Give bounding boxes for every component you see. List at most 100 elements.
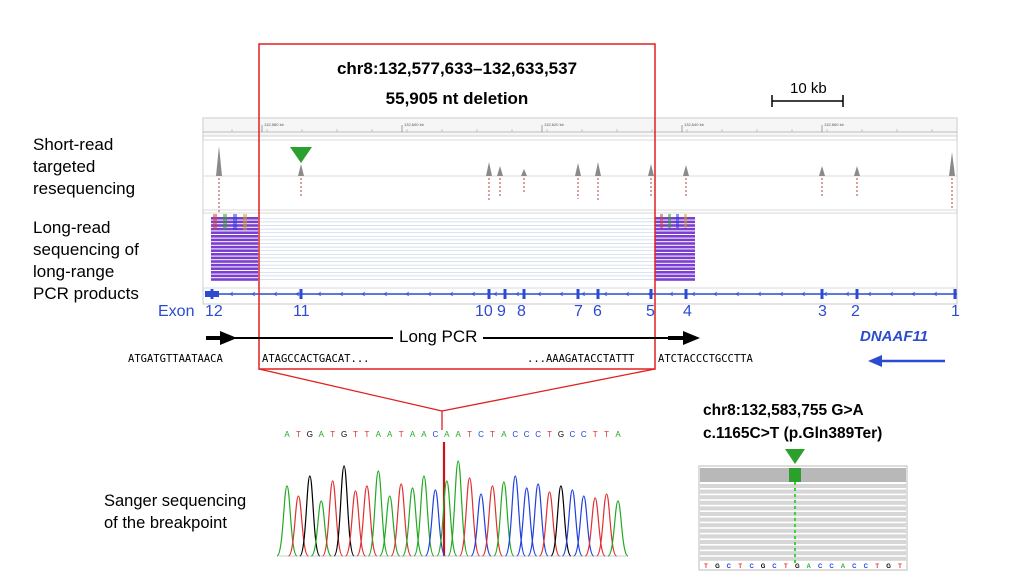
long-read-right [655, 249, 695, 252]
sequence-right-inner: ...AAAGATACCTATTT [527, 353, 635, 365]
sequence-left-inner: ATAGCCACTGACAT... [262, 353, 370, 365]
sanger-base: T [399, 430, 404, 439]
read-mismatch [684, 214, 687, 228]
coverage-peaks [216, 146, 955, 216]
ruler-tick-label: 132,640 kb [684, 122, 705, 127]
long-pcr-arrow-left [683, 331, 700, 345]
long-read-left [211, 263, 258, 267]
chromatogram-peak [413, 475, 435, 557]
long-read-label: Long-read sequencing of long-range PCR p… [33, 218, 139, 303]
long-read-right [655, 271, 695, 274]
gene-strand-chevron [383, 291, 388, 297]
mutation-highlight [789, 468, 801, 482]
coverage-peak [486, 162, 492, 176]
sequence-left-outer: ATGATGTTAATAACA [128, 353, 223, 365]
sanger-base: C [581, 430, 587, 439]
gene-strand-chevron [669, 291, 674, 297]
long-read-left [211, 249, 258, 252]
long-pcr-arrow-right-shaft [668, 336, 690, 340]
gene-exon [522, 289, 526, 299]
coverage-peak [854, 166, 860, 176]
long-read-right [655, 260, 695, 263]
mutation-ref-base: C [727, 564, 732, 570]
gene-strand-chevron [295, 291, 300, 297]
long-read-right [655, 263, 695, 267]
sanger-base: T [330, 430, 335, 439]
long-read-left [211, 253, 258, 256]
long-read-right [655, 224, 695, 227]
mutation-ref-base: T [875, 564, 879, 570]
igv-ruler-band [202, 117, 958, 137]
long-read-right [655, 231, 695, 234]
gene-strand-chevron [889, 291, 894, 297]
gene-strand-chevron [559, 291, 564, 297]
mutation-read [700, 551, 906, 556]
exon-number-7: 7 [574, 303, 583, 320]
exon-number-8: 8 [517, 303, 526, 320]
gene-strand-chevron [845, 291, 850, 297]
chromatogram-peak [299, 475, 321, 557]
exon-number-11: 11 [293, 303, 310, 320]
long-read-right [655, 227, 695, 231]
gene-strand-chevron [625, 291, 630, 297]
exon-number-12: 12 [205, 303, 223, 320]
long-read-right [655, 217, 695, 220]
long-read-left [211, 271, 258, 274]
gene-exon [487, 289, 491, 299]
gene-strand-chevron [229, 291, 234, 297]
long-pcr-arrow-right [220, 331, 237, 345]
gene-name: DNAAF11 [860, 328, 929, 345]
gene-exon [855, 289, 859, 299]
mutation-read [700, 556, 906, 561]
long-read-left [211, 256, 258, 260]
mutation-read [700, 528, 906, 533]
long-read-right [655, 238, 695, 242]
mutation-ref-base: C [772, 564, 777, 570]
chromatogram-peak [595, 493, 618, 557]
mutation-read [700, 534, 906, 539]
short-read-label: Short-read targeted resequencing [33, 135, 136, 198]
coverage-peak [575, 163, 581, 176]
gene-strand-chevron [757, 291, 762, 297]
sanger-base: T [467, 430, 472, 439]
scale-bar-label: 10 kb [790, 80, 827, 97]
chromatogram-peak [504, 475, 526, 557]
read-mismatch [668, 214, 671, 228]
gene-strand-chevron [603, 291, 608, 297]
sanger-base: A [319, 430, 325, 439]
gene-strand-chevron [779, 291, 784, 297]
sanger-base: A [387, 430, 393, 439]
sanger-base: C [478, 430, 484, 439]
igv-ruler-ticks: 132,580 kb 132,600 kb 132,620 kb 132,640 kb… [231, 122, 933, 132]
coverage-peak [216, 146, 222, 176]
mutation-read [700, 517, 906, 522]
long-read-left [211, 231, 258, 234]
gene-strand-chevron [515, 291, 520, 297]
long-read-left [211, 245, 258, 249]
gene-exon [953, 289, 957, 299]
coverage-peak [497, 166, 503, 176]
sanger-base: T [364, 430, 369, 439]
read-mismatch [243, 214, 247, 230]
ruler-tick-label: 132,660 kb [824, 122, 845, 127]
sanger-base: G [558, 430, 564, 439]
mutation-reads [700, 468, 906, 561]
coverage-peak [949, 152, 955, 176]
coverage-peak [595, 162, 601, 176]
sanger-base: A [456, 430, 462, 439]
sanger-base: A [421, 430, 427, 439]
read-mismatch [223, 214, 227, 230]
deletion-size: 55,905 nt deletion [385, 89, 529, 108]
long-read-right [655, 256, 695, 260]
mutation-read [700, 545, 906, 550]
exon-number-1: 1 [951, 303, 960, 320]
gene-strand-chevron [273, 291, 278, 297]
chromatogram-peak [550, 485, 572, 557]
long-read-left [211, 267, 258, 270]
sanger-base: T [353, 430, 358, 439]
coverage-peak [298, 164, 304, 176]
gene-strand-chevron [867, 291, 872, 297]
chromatogram-peak [390, 483, 412, 557]
